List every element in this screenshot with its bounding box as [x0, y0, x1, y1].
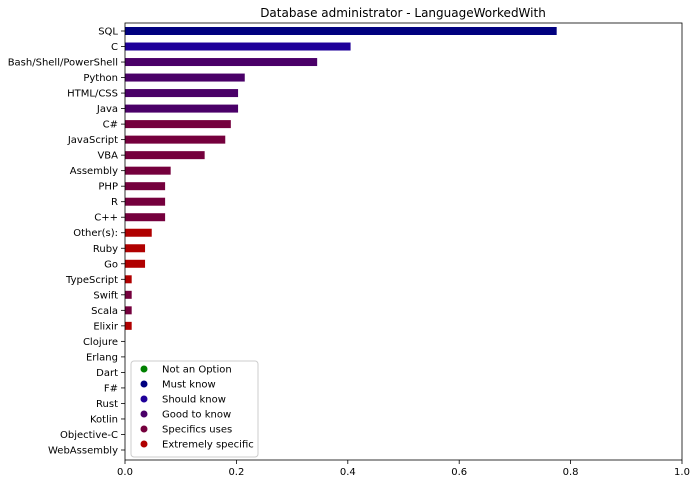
bars-layer [125, 27, 557, 330]
legend-marker [140, 380, 148, 388]
legend-label: Specifics uses [162, 425, 232, 436]
bar-javascript [125, 135, 226, 144]
y-tick-label: VBA [97, 151, 118, 162]
y-tick-label: C [111, 42, 118, 53]
bar-bash-shell-powershell [125, 58, 318, 67]
legend-marker [140, 410, 148, 418]
bar-swift [125, 290, 132, 299]
x-tick-label: 0.8 [563, 467, 579, 478]
x-tick-label: 0.0 [117, 467, 133, 478]
bar-assembly [125, 166, 171, 175]
bar-java [125, 104, 239, 113]
y-tick-label: R [111, 197, 118, 208]
y-tick-labels: SQL C Bash/Shell/PowerShell Python HTML/CSS J… [8, 27, 125, 457]
legend-label: Should know [162, 395, 226, 406]
x-tick-label: 0.2 [228, 467, 244, 478]
legend-marker [140, 365, 148, 373]
bar-ruby [125, 244, 146, 253]
legend-label: Extremely specific [162, 440, 254, 451]
bar-c [125, 213, 166, 222]
bar-python [125, 73, 245, 82]
y-tick-label: Clojure [83, 337, 118, 348]
legend: Not an Option Must know Should know Good to… [130, 360, 259, 458]
y-tick-label: HTML/CSS [67, 89, 118, 100]
y-tick-label: Swift [93, 290, 118, 301]
y-tick-label: Kotlin [90, 414, 118, 425]
y-tick-label: Erlang [86, 352, 118, 363]
bar-r [125, 197, 166, 206]
y-tick-label: Elixir [93, 321, 119, 332]
y-tick-label: Go [104, 259, 118, 270]
legend-marker [140, 425, 148, 433]
bar-elixir [125, 321, 132, 330]
legend-label: Good to know [162, 410, 231, 421]
y-tick-label: Ruby [93, 244, 118, 255]
bar-go [125, 259, 146, 268]
x-tick-label: 1.0 [674, 467, 690, 478]
y-tick-label: F# [104, 383, 118, 394]
bar-typescript [125, 275, 132, 284]
y-tick-label: Other(s): [73, 228, 118, 239]
bar-sql [125, 27, 557, 35]
y-tick-label: C++ [94, 213, 118, 224]
legend-marker [140, 440, 148, 448]
y-tick-label: Objective-C [60, 430, 118, 441]
bar-scala [125, 306, 132, 315]
y-tick-label: Python [83, 73, 118, 84]
bar-php [125, 182, 166, 191]
bar-other-s [125, 228, 152, 237]
y-tick-label: SQL [98, 27, 118, 38]
y-tick-label: JavaScript [67, 135, 118, 146]
x-tick-labels: 0.0 0.2 0.4 0.6 0.8 1.0 [117, 460, 690, 478]
x-tick-label: 0.4 [340, 467, 356, 478]
y-tick-label: WebAssembly [48, 446, 118, 457]
y-tick-label: Assembly [70, 166, 118, 177]
axes-layer [124, 22, 683, 461]
y-tick-label: PHP [98, 182, 118, 193]
legend-label: Must know [162, 380, 216, 391]
y-tick-label: Rust [96, 399, 118, 410]
y-tick-label: Scala [91, 306, 118, 317]
bar-c [125, 42, 351, 51]
chart-title: Database administrator - LanguageWorkedW… [260, 6, 546, 20]
y-tick-label: Java [96, 104, 118, 115]
legend-marker [140, 395, 148, 403]
y-tick-label: C# [103, 120, 118, 131]
plot-frame [124, 22, 683, 461]
y-tick-label: Dart [96, 368, 118, 379]
legend-label: Not an Option [162, 365, 232, 376]
bar-c [125, 120, 231, 129]
bar-html-css [125, 89, 239, 98]
bar-vba [125, 151, 205, 160]
y-tick-label: TypeScript [65, 275, 118, 286]
x-tick-label: 0.6 [451, 467, 467, 478]
legend-box [130, 360, 259, 458]
y-tick-label: Bash/Shell/PowerShell [8, 58, 118, 69]
